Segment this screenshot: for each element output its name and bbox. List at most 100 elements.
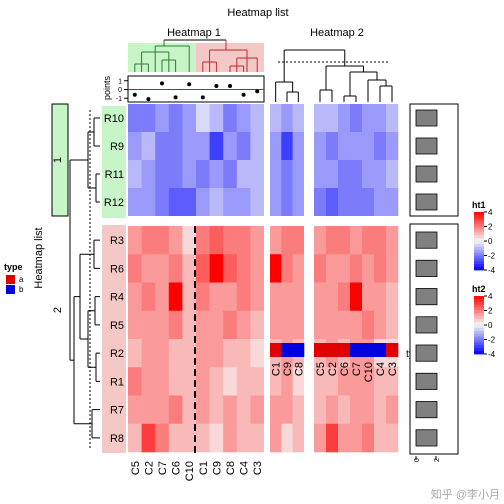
- legend-gradient-1: [474, 241, 484, 245]
- heatmap1-cell: [182, 132, 197, 161]
- legend-gradient-1: [474, 235, 484, 239]
- legend-gradient-1: [474, 255, 484, 259]
- heatmap1-cell: [223, 254, 238, 283]
- legend-gradient-2: [474, 345, 484, 349]
- heatmap1-column-label: C9: [211, 461, 223, 475]
- heatmap1-cell: [236, 160, 251, 189]
- heatmap2-cell: [314, 395, 327, 425]
- type-annotation-cell: [350, 343, 363, 357]
- heatmap2-cell: [326, 132, 339, 161]
- heatmap1-cell: [141, 367, 156, 396]
- points-marker: [228, 84, 232, 88]
- legend-gradient-2: [474, 322, 484, 326]
- heatmap1-cell: [128, 395, 142, 425]
- heatmap2-cell: [270, 188, 282, 217]
- heatmap2-cell: [374, 367, 387, 396]
- heatmap1-cell: [182, 104, 197, 133]
- heatmap2-cell: [326, 160, 339, 189]
- heatmap1-cell: [209, 254, 224, 283]
- legend-tick-label-1: 4: [488, 208, 493, 217]
- heatmap2-cell: [362, 310, 375, 340]
- heatmap2-cell: [386, 160, 399, 189]
- watermark-text: 知乎 @李小月: [431, 487, 500, 501]
- row-label: R2: [110, 348, 124, 360]
- heatmap2-cell: [314, 310, 327, 340]
- points-marker: [132, 92, 137, 97]
- heatmap2-cell: [386, 367, 399, 396]
- heatmap1-cell: [223, 282, 238, 312]
- heatmap2-cell: [386, 423, 399, 453]
- points-marker: [214, 84, 219, 88]
- heatmap2-cell: [314, 132, 327, 161]
- heatmap2-cell: [326, 104, 339, 133]
- heatmap1-cell: [236, 282, 251, 312]
- heatmap2-cell: [374, 282, 387, 312]
- heatmap2-cell: [281, 254, 293, 283]
- heatmap2-cell: [386, 395, 399, 425]
- heatmap2-cell: [270, 160, 282, 189]
- heatmap1-cell: [128, 104, 142, 133]
- heatmap1-cell: [141, 104, 156, 133]
- heatmap2-cell: [338, 254, 351, 283]
- heatmap1-column-label: C10: [184, 461, 196, 481]
- points-marker: [146, 97, 151, 102]
- heatmap1-title: Heatmap 1: [167, 27, 221, 39]
- heatmap2-cell: [362, 188, 375, 217]
- legend-gradient-2: [474, 316, 484, 320]
- type-annotation-cell: [270, 343, 282, 357]
- heatmap1-cell: [182, 310, 197, 340]
- heatmap1-cell: [236, 395, 251, 425]
- heatmap1-cell: [209, 160, 224, 189]
- legend-gradient-1: [474, 232, 484, 236]
- bar-annotation-bar: [415, 137, 438, 155]
- row-label: R9: [110, 141, 124, 153]
- row-label: R6: [110, 263, 124, 275]
- bar-annotation-bar: [415, 193, 438, 211]
- heatmap2-cell: [270, 423, 282, 453]
- heatmap1-cell: [182, 339, 197, 368]
- column-slice-gap: [304, 100, 314, 456]
- legend-gradient-1: [474, 238, 484, 242]
- row-label: R8: [110, 433, 124, 445]
- type-legend-title: type: [4, 262, 23, 272]
- legend-gradient-1: [474, 252, 484, 256]
- heatmap1-cell: [196, 282, 210, 312]
- heatmap2-cell: [350, 160, 363, 189]
- heatmap2-cell: [292, 254, 305, 283]
- heatmap2-cell: [386, 188, 399, 217]
- heatmap1-cell: [155, 226, 170, 255]
- heatmap1-cell: [128, 367, 142, 396]
- heatmap1-cell: [168, 282, 183, 312]
- points-marker: [173, 95, 178, 100]
- heatmap2-cell: [270, 367, 282, 396]
- bar-annotation-bar: [415, 429, 438, 447]
- heatmap2-cell: [374, 132, 387, 161]
- legend-tick-label-1: -4: [488, 266, 496, 275]
- heatmap1-cell: [196, 104, 210, 133]
- heatmap2-cell: [374, 423, 387, 453]
- heatmap1-cell: [155, 188, 170, 217]
- heatmap1-cell: [168, 367, 183, 396]
- heatmap1-cell: [209, 339, 224, 368]
- heatmap1-cell: [155, 339, 170, 368]
- heatmap2-cell: [350, 104, 363, 133]
- heatmap2-cell: [281, 282, 293, 312]
- heatmap1-cell: [223, 339, 238, 368]
- points-marker: [187, 82, 192, 87]
- heatmap2-cell: [270, 254, 282, 283]
- points-axis-label: 0: [118, 87, 122, 94]
- row-label: R12: [104, 197, 124, 209]
- legend-gradient-2: [474, 325, 484, 329]
- heatmap2-cell: [292, 310, 305, 340]
- points-marker: [160, 81, 164, 86]
- row-label: R7: [110, 405, 124, 417]
- ht1-legend-title: ht1: [472, 200, 486, 210]
- heatmap2-cell: [281, 395, 293, 425]
- bar-annotation-bar: [415, 316, 438, 334]
- heatmap1-cell: [182, 254, 197, 283]
- type-annotation-cell: [314, 343, 327, 357]
- points-axis-label: -1: [116, 96, 122, 103]
- legend-gradient-2: [474, 296, 484, 300]
